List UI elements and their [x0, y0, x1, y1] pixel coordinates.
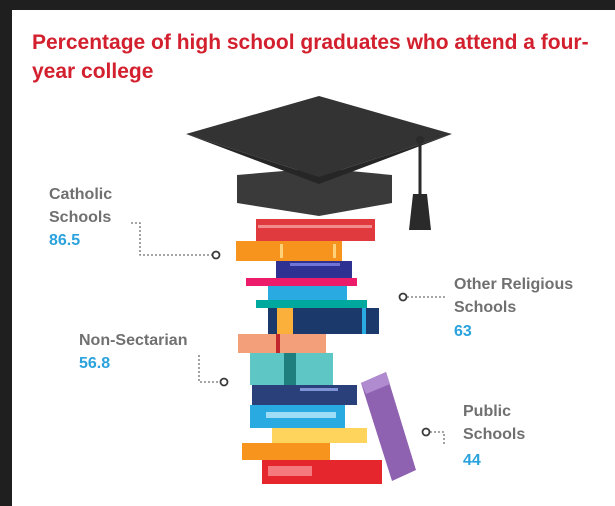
book-stack-icon [236, 219, 416, 484]
leader-catholic [131, 222, 212, 256]
dot-catholic [211, 250, 221, 260]
label-other-religious-line1: Other Religious [454, 276, 574, 293]
leader-non-sectarian [198, 355, 220, 383]
label-public-line1: Public [463, 403, 512, 420]
value-non-sectarian: 56.8 [79, 355, 111, 372]
chart-title: Percentage of high school graduates who … [32, 31, 589, 83]
label-catholic-line2: Schools [49, 209, 112, 226]
label-non-sectarian: Non-Sectarian [79, 332, 188, 349]
value-public: 44 [463, 452, 481, 469]
leader-lines [131, 222, 445, 445]
dot-non-sectarian [219, 377, 229, 387]
dot-public [421, 427, 431, 437]
value-other-religious: 63 [454, 323, 472, 340]
dot-other-religious [398, 292, 408, 302]
value-catholic: 86.5 [49, 232, 81, 249]
label-other-religious-line2: Schools [454, 299, 517, 316]
label-catholic-line1: Catholic [49, 186, 113, 203]
leader-public [430, 431, 445, 445]
leader-dots [211, 250, 431, 437]
label-public-line2: Schools [463, 426, 526, 443]
graduation-cap-icon [186, 96, 452, 230]
